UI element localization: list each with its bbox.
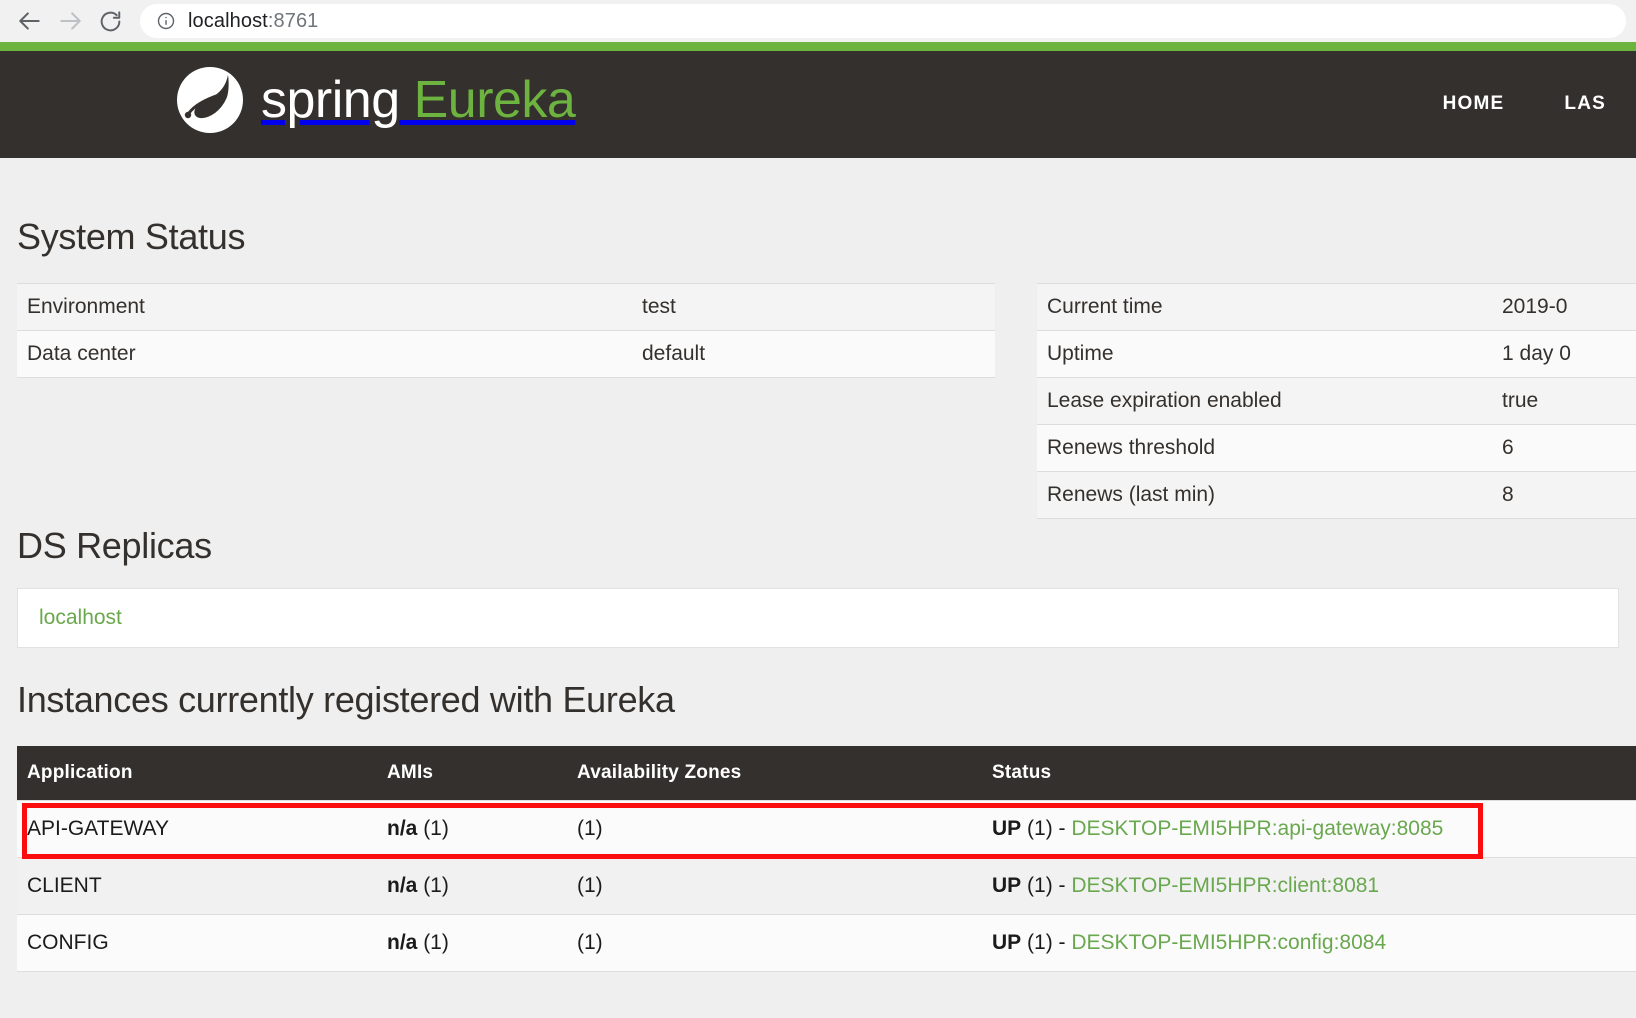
cell-amis: n/a (1) <box>377 914 567 972</box>
table-row: API-GATEWAY n/a (1) (1) UP (1) - DESKTOP… <box>17 800 1636 858</box>
row-value: 1 day 0 <box>1492 330 1636 378</box>
row-value: 8 <box>1492 471 1636 519</box>
column-header-amis: AMIs <box>377 746 567 801</box>
table-row: Uptime 1 day 0 <box>1037 330 1636 378</box>
status-dash: - <box>1052 874 1072 897</box>
brand-logo-link[interactable]: spring Eureka <box>175 65 576 135</box>
cell-extra <box>1482 857 1636 915</box>
status-dash: - <box>1052 931 1072 954</box>
row-value: test <box>632 283 995 331</box>
brand-text: spring Eureka <box>261 70 576 130</box>
column-header-extra <box>1482 746 1636 801</box>
instance-link[interactable]: DESKTOP-EMI5HPR:client:8081 <box>1071 874 1380 897</box>
nav-item-home[interactable]: HOME <box>1442 93 1505 114</box>
row-value: default <box>632 330 995 378</box>
status-count: (1) <box>1027 874 1053 897</box>
status-state: UP <box>992 931 1022 954</box>
status-state: UP <box>992 874 1022 897</box>
cell-availability-zones: (1) <box>567 857 982 915</box>
arrow-left-icon <box>17 8 43 34</box>
brand-accent-strip <box>0 42 1636 51</box>
table-row: Renews threshold 6 <box>1037 424 1636 472</box>
cell-amis: n/a (1) <box>377 857 567 915</box>
cell-status: UP (1) - DESKTOP-EMI5HPR:api-gateway:808… <box>982 800 1482 858</box>
table-row: Environment test <box>17 283 995 331</box>
row-key: Environment <box>17 283 632 331</box>
cell-application: API-GATEWAY <box>17 800 377 858</box>
column-header-status: Status <box>982 746 1482 801</box>
cell-status: UP (1) - DESKTOP-EMI5HPR:client:8081 <box>982 857 1482 915</box>
row-key: Uptime <box>1037 330 1492 378</box>
cell-application: CONFIG <box>17 914 377 972</box>
column-header-application: Application <box>17 746 377 801</box>
cell-availability-zones: (1) <box>567 914 982 972</box>
url-text: localhost:8761 <box>188 10 318 33</box>
table-row: CONFIG n/a (1) (1) UP (1) - DESKTOP-EMI5… <box>17 914 1636 972</box>
column-header-availability-zones: Availability Zones <box>567 746 982 801</box>
cell-availability-zones: (1) <box>567 800 982 858</box>
page-content: System Status Environment test Data cent… <box>0 158 1636 1018</box>
info-circle-icon[interactable] <box>156 11 176 31</box>
ds-replicas-heading: DS Replicas <box>17 525 212 566</box>
site-header: spring Eureka HOME LAS <box>0 51 1636 158</box>
cell-status: UP (1) - DESKTOP-EMI5HPR:config:8084 <box>982 914 1482 972</box>
table-row: Lease expiration enabled true <box>1037 377 1636 425</box>
brand-spring: spring <box>261 71 400 129</box>
table-row: Renews (last min) 8 <box>1037 471 1636 519</box>
cell-amis: n/a (1) <box>377 800 567 858</box>
status-count: (1) <box>1027 931 1053 954</box>
spring-leaf-logo-icon <box>175 65 245 135</box>
table-row: CLIENT n/a (1) (1) UP (1) - DESKTOP-EMI5… <box>17 857 1636 915</box>
row-key: Renews (last min) <box>1037 471 1492 519</box>
amis-count: (1) <box>423 817 449 840</box>
ds-replica-link[interactable]: localhost <box>39 606 122 629</box>
address-bar[interactable]: localhost:8761 <box>140 4 1626 38</box>
reload-button[interactable] <box>90 1 130 41</box>
row-key: Current time <box>1037 283 1492 331</box>
row-value: 6 <box>1492 424 1636 472</box>
table-header-row: Application AMIs Availability Zones Stat… <box>17 746 1636 801</box>
back-button[interactable] <box>10 1 50 41</box>
reload-icon <box>98 9 123 34</box>
system-status-right-table: Current time 2019-0 Uptime 1 day 0 Lease… <box>1037 283 1636 519</box>
row-key: Renews threshold <box>1037 424 1492 472</box>
status-count: (1) <box>1027 817 1053 840</box>
amis-value: n/a <box>387 817 418 840</box>
browser-toolbar: localhost:8761 <box>0 0 1636 42</box>
amis-count: (1) <box>423 874 449 897</box>
top-navigation: HOME LAS <box>1413 93 1636 115</box>
forward-button[interactable] <box>50 1 90 41</box>
ds-replicas-panel: localhost <box>17 588 1619 648</box>
amis-value: n/a <box>387 931 418 954</box>
row-value: 2019-0 <box>1492 283 1636 331</box>
table-row: Data center default <box>17 330 995 378</box>
table-row: Current time 2019-0 <box>1037 283 1636 331</box>
status-dash: - <box>1052 817 1072 840</box>
instances-table: Application AMIs Availability Zones Stat… <box>17 746 1636 972</box>
url-host: localhost <box>188 9 268 32</box>
row-key: Data center <box>17 330 632 378</box>
cell-extra <box>1482 914 1636 972</box>
instance-link[interactable]: DESKTOP-EMI5HPR:config:8084 <box>1071 931 1387 954</box>
nav-item-last-n[interactable]: LAS <box>1564 93 1606 114</box>
row-value: true <box>1492 377 1636 425</box>
system-status-heading: System Status <box>17 216 246 257</box>
instance-link[interactable]: DESKTOP-EMI5HPR:api-gateway:8085 <box>1071 817 1444 840</box>
arrow-right-icon <box>57 8 83 34</box>
url-port: :8761 <box>267 9 319 32</box>
cell-application: CLIENT <box>17 857 377 915</box>
row-key: Lease expiration enabled <box>1037 377 1492 425</box>
brand-eureka: Eureka <box>413 71 576 129</box>
instances-heading: Instances currently registered with Eure… <box>17 679 675 720</box>
amis-value: n/a <box>387 874 418 897</box>
amis-count: (1) <box>423 931 449 954</box>
cell-extra <box>1482 800 1636 858</box>
status-state: UP <box>992 817 1022 840</box>
system-status-left-table: Environment test Data center default <box>17 283 995 378</box>
